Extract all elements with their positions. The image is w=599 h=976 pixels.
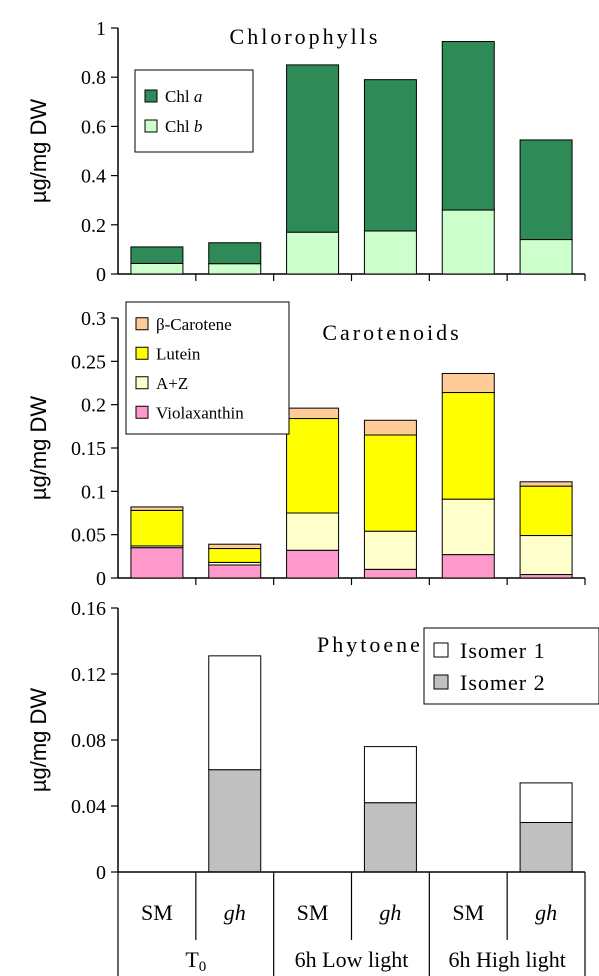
category-label: SM bbox=[141, 900, 173, 925]
chart-title: Carotenoids bbox=[322, 320, 461, 345]
bar-segment-lutein bbox=[286, 418, 340, 514]
legend-box bbox=[423, 627, 599, 705]
legend-label: Chl a bbox=[165, 87, 202, 106]
bar-segment-lutein bbox=[519, 485, 573, 537]
y-tick-label: 0.25 bbox=[71, 351, 106, 373]
group-label: 6h Low light bbox=[295, 947, 409, 972]
bar-segment-chl-b bbox=[208, 263, 262, 275]
bar-segment-isomer-2 bbox=[208, 769, 262, 873]
bar-segment-isomer-1 bbox=[208, 655, 262, 771]
y-tick-label: 0.1 bbox=[81, 481, 106, 503]
y-tick-label: 0.12 bbox=[71, 664, 106, 686]
bar-segment-a-z bbox=[286, 512, 340, 551]
legend-label: Isomer 1 bbox=[460, 638, 546, 663]
bar-segment-violaxanthin bbox=[130, 547, 184, 579]
bar-segment-isomer-2 bbox=[519, 822, 573, 873]
y-tick-label: 0.2 bbox=[81, 395, 106, 417]
group-label: T0 bbox=[185, 947, 206, 975]
legend-swatch bbox=[144, 89, 158, 103]
bar-segment-isomer-2 bbox=[363, 802, 417, 873]
category-label: SM bbox=[452, 900, 484, 925]
y-axis-label: µg/mg DW bbox=[26, 688, 51, 793]
bar-segment-chl-a bbox=[441, 41, 495, 211]
bar-segment-chl-b bbox=[286, 231, 340, 275]
legend-label: Lutein bbox=[156, 344, 201, 363]
legend-swatch bbox=[135, 376, 149, 390]
y-tick-label: 0.8 bbox=[81, 67, 106, 89]
bar-segment-lutein bbox=[130, 509, 184, 547]
y-tick-label: 0.3 bbox=[81, 308, 106, 330]
y-tick-label: 0.05 bbox=[71, 525, 106, 547]
bar-segment-chl-b bbox=[441, 209, 495, 275]
y-tick-label: 0.15 bbox=[71, 438, 106, 460]
category-label: gh bbox=[535, 900, 557, 925]
group-label: 6h High light bbox=[448, 947, 565, 972]
chart-title: Chlorophylls bbox=[230, 24, 381, 49]
bar-segment-a-z bbox=[519, 535, 573, 576]
y-tick-label: 1 bbox=[96, 18, 106, 40]
bar-segment-isomer-1 bbox=[363, 746, 417, 804]
bar-segment-isomer-1 bbox=[519, 782, 573, 824]
legend-swatch bbox=[135, 346, 149, 360]
bar-segment-chl-a bbox=[130, 246, 184, 264]
y-tick-label: 0 bbox=[96, 264, 106, 286]
bar-segment-lutein bbox=[208, 548, 262, 563]
bar-segment-chl-a bbox=[363, 79, 417, 232]
bar-segment-lutein bbox=[441, 392, 495, 500]
legend-box bbox=[125, 301, 290, 435]
category-label: SM bbox=[297, 900, 329, 925]
category-label: gh bbox=[379, 900, 401, 925]
bar-segment-chl-b bbox=[363, 230, 417, 275]
panel-1: 0 0.05 0.1 0.15 0.2 0.25 0.3 µg/mg DW Carotenoid… bbox=[26, 301, 586, 590]
legend-swatch bbox=[433, 674, 449, 690]
bar-segment-violaxanthin bbox=[519, 574, 573, 579]
bar-segment--carotene bbox=[363, 419, 417, 436]
y-tick-label: 0.4 bbox=[81, 166, 106, 188]
y-tick-label: 0.6 bbox=[81, 116, 106, 138]
legend-swatch bbox=[135, 405, 149, 419]
legend-label: A+Z bbox=[156, 374, 188, 393]
bar-segment--carotene bbox=[286, 407, 340, 420]
legend-swatch bbox=[135, 317, 149, 331]
y-tick-label: 0.2 bbox=[81, 215, 106, 237]
legend-label: Violaxanthin bbox=[156, 403, 244, 422]
bar-segment--carotene bbox=[441, 372, 495, 394]
legend-swatch bbox=[433, 642, 449, 658]
bar-segment-a-z bbox=[363, 530, 417, 570]
y-axis-label: µg/mg DW bbox=[26, 396, 51, 501]
bar-segment-chl-a bbox=[286, 64, 340, 233]
y-tick-label: 0 bbox=[96, 568, 106, 590]
legend-label: β-Carotene bbox=[156, 315, 232, 334]
legend-label: Isomer 2 bbox=[460, 670, 546, 695]
legend-swatch bbox=[144, 119, 158, 133]
y-tick-label: 0 bbox=[96, 862, 106, 884]
bar-segment-violaxanthin bbox=[363, 568, 417, 579]
bar-segment--carotene bbox=[130, 506, 184, 511]
bar-segment--carotene bbox=[208, 543, 262, 550]
bar-segment-chl-a bbox=[208, 242, 262, 265]
legend-box bbox=[134, 69, 254, 153]
legend-label: Chl b bbox=[165, 117, 202, 136]
category-table: SM gh SM gh SM gh T0 6h Low light 6h High light bbox=[117, 871, 586, 976]
bar-segment-lutein bbox=[363, 434, 417, 532]
bar-segment-chl-b bbox=[519, 239, 573, 275]
panel-2: 0 0.04 0.08 0.12 0.16 µg/mg DW Phytoene Isomer … bbox=[26, 598, 599, 884]
bar-segment-chl-a bbox=[519, 139, 573, 241]
category-label: gh bbox=[224, 900, 246, 925]
bar-segment-violaxanthin bbox=[441, 554, 495, 579]
y-tick-label: 0.04 bbox=[71, 796, 106, 818]
y-axis-label: µg/mg DW bbox=[26, 99, 51, 204]
panel-0: 0 0.2 0.4 0.6 0.8 1 µg/mg DW Chlorophylls Chl a C… bbox=[26, 18, 586, 286]
y-tick-label: 0.16 bbox=[71, 598, 106, 620]
bar-segment--carotene bbox=[519, 481, 573, 487]
bar-segment-chl-b bbox=[130, 262, 184, 275]
bar-segment-violaxanthin bbox=[208, 564, 262, 579]
y-tick-label: 0.08 bbox=[71, 730, 106, 752]
bar-segment-a-z bbox=[441, 498, 495, 556]
bar-segment-violaxanthin bbox=[286, 549, 340, 579]
chart-title: Phytoene bbox=[317, 632, 423, 657]
